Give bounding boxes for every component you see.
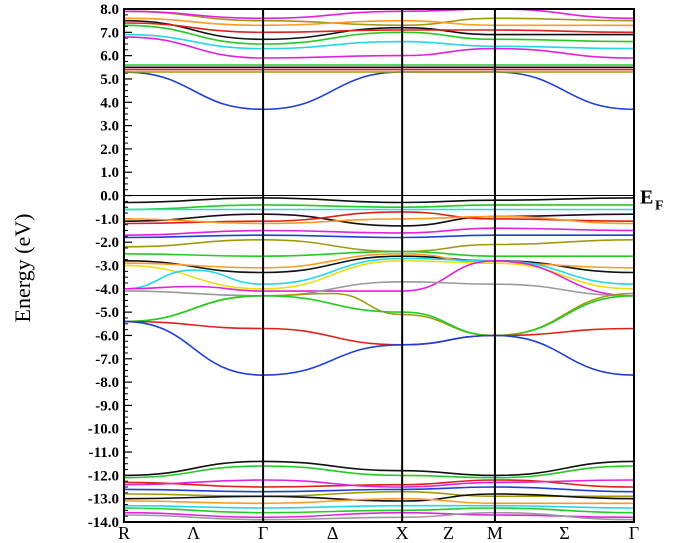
band-line-38 bbox=[123, 486, 635, 493]
band-line-6 bbox=[123, 22, 635, 34]
band-line-3 bbox=[123, 33, 635, 50]
y-tick-label: -11.0 bbox=[89, 445, 119, 461]
y-tick-label: 0.0 bbox=[100, 189, 119, 205]
band-line-32 bbox=[123, 320, 635, 346]
band-line-20 bbox=[123, 227, 635, 236]
band-line-28 bbox=[123, 259, 635, 297]
band-line-42 bbox=[123, 504, 635, 509]
band-line-43 bbox=[123, 507, 635, 514]
y-tick-label: -13.0 bbox=[88, 492, 119, 508]
y-tick-label: -1.0 bbox=[95, 212, 119, 228]
band-line-1 bbox=[123, 71, 635, 111]
fermi-level-label: E bbox=[640, 187, 653, 209]
y-tick-label: -12.0 bbox=[88, 468, 119, 484]
y-tick-label: -9.0 bbox=[95, 398, 119, 414]
y-tick-label: -10.0 bbox=[88, 422, 119, 438]
y-tick-label: 3.0 bbox=[100, 119, 119, 135]
y-tick-label: -8.0 bbox=[95, 375, 119, 391]
k-point-label: R bbox=[118, 523, 130, 543]
y-tick-label: 5.0 bbox=[100, 72, 119, 88]
band-line-30 bbox=[123, 292, 635, 337]
band-line-5 bbox=[123, 19, 634, 41]
band-line-34 bbox=[123, 460, 635, 477]
y-tick-label: 6.0 bbox=[100, 49, 119, 65]
y-tick-label: -6.0 bbox=[95, 328, 119, 344]
band-line-9 bbox=[123, 8, 635, 20]
y-tick-label: -5.0 bbox=[95, 305, 119, 321]
band-line-7 bbox=[123, 10, 635, 27]
k-point-label: M bbox=[487, 523, 503, 543]
k-segment-label: Z bbox=[443, 523, 454, 543]
y-tick-label: -7.0 bbox=[95, 352, 119, 368]
band-line-22 bbox=[123, 238, 635, 253]
band-line-17 bbox=[123, 213, 635, 227]
k-segment-label: Δ bbox=[327, 523, 339, 543]
band-line-14 bbox=[123, 197, 635, 204]
y-tick-label: 8.0 bbox=[100, 2, 119, 18]
band-line-27 bbox=[123, 257, 635, 290]
y-tick-label: 7.0 bbox=[100, 25, 119, 41]
y-tick-label: 4.0 bbox=[100, 95, 119, 111]
band-line-8 bbox=[123, 17, 634, 27]
fermi-level-subscript: F bbox=[655, 199, 664, 214]
k-point-label: Γ bbox=[629, 523, 639, 543]
band-line-4 bbox=[123, 24, 635, 45]
y-tick-label: -4.0 bbox=[95, 282, 119, 298]
k-point-label: Γ bbox=[258, 523, 268, 543]
band-line-37 bbox=[123, 479, 635, 488]
plot-frame bbox=[123, 8, 635, 523]
band-line-33 bbox=[123, 320, 635, 376]
band-line-35 bbox=[123, 465, 635, 479]
k-point-label: X bbox=[396, 523, 409, 543]
y-axis-label: Energy (eV) bbox=[10, 214, 35, 323]
y-tick-label: -2.0 bbox=[95, 235, 119, 251]
band-line-21 bbox=[123, 234, 634, 239]
y-tick-label: -3.0 bbox=[95, 259, 119, 275]
y-tick-label: 1.0 bbox=[100, 165, 119, 181]
y-tick-label: 2.0 bbox=[100, 142, 119, 158]
k-segment-label: Λ bbox=[187, 523, 200, 543]
band-line-29 bbox=[123, 280, 635, 297]
y-tick-label: -14.0 bbox=[88, 515, 119, 531]
k-segment-label: Σ bbox=[559, 523, 569, 543]
band-line-31 bbox=[123, 294, 635, 337]
